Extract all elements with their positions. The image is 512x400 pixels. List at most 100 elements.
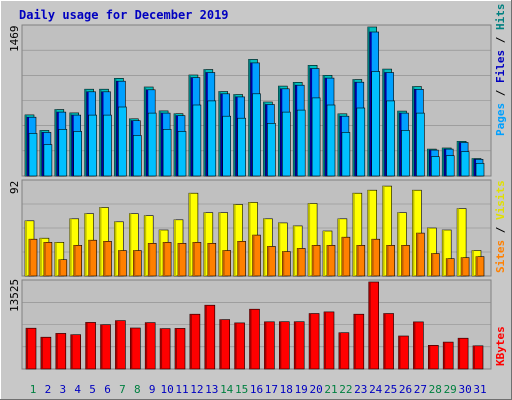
legend-pages: Pages bbox=[494, 103, 507, 136]
kbytes-bar-shade bbox=[413, 321, 416, 369]
hits-bar-shade bbox=[114, 78, 117, 176]
files-bar-shade bbox=[161, 113, 164, 176]
visits-bar-shade bbox=[367, 190, 370, 276]
day-label: 25 bbox=[384, 383, 397, 396]
hits-bar-shade bbox=[472, 158, 474, 176]
sites-bar-shade bbox=[312, 245, 315, 276]
visits-bar-shade bbox=[84, 213, 87, 276]
visits-bar-shade bbox=[144, 215, 147, 276]
sites-bar-shade bbox=[192, 242, 195, 276]
sites-bar-shade bbox=[341, 237, 344, 276]
sites-bar-shade bbox=[118, 250, 121, 276]
files-bar-shade bbox=[295, 85, 298, 176]
hits-bar-shade bbox=[367, 27, 370, 176]
visits-bar-shade bbox=[174, 219, 176, 276]
kbytes-bar-shade bbox=[234, 322, 237, 369]
day-label: 24 bbox=[369, 383, 383, 396]
kbytes-bar-shade bbox=[368, 282, 371, 369]
sites-bar-shade bbox=[252, 235, 255, 276]
svg-text:Sites / Visits: Sites / Visits bbox=[494, 180, 507, 273]
panel-hits-ymax-label: 1469 bbox=[8, 26, 21, 53]
files-bar-shade bbox=[205, 72, 208, 176]
hits-bar-shade bbox=[233, 94, 236, 176]
pages-bar bbox=[237, 117, 246, 177]
sites-bar-shade bbox=[237, 241, 240, 276]
day-label: 14 bbox=[220, 383, 234, 396]
visits-bar-shade bbox=[203, 212, 206, 276]
files-bar-shade bbox=[310, 68, 313, 176]
visits-bar-shade bbox=[337, 218, 340, 276]
sites-bar-shade bbox=[103, 241, 106, 276]
sites-bar-shade bbox=[371, 239, 374, 276]
files-bar-shade bbox=[27, 117, 29, 176]
sites-bar-shade bbox=[73, 245, 76, 276]
pages-bar bbox=[281, 111, 291, 177]
panel-kbytes: 13525 KBytes bbox=[8, 279, 507, 370]
pages-bar bbox=[118, 106, 127, 177]
kbytes-bar-shade bbox=[100, 324, 103, 369]
hits-bar-shade bbox=[248, 59, 251, 176]
day-label: 13 bbox=[205, 383, 218, 396]
kbytes-bar-shade bbox=[398, 336, 401, 369]
files-bar-shade bbox=[116, 81, 119, 176]
visits-bar-shade bbox=[159, 230, 162, 276]
visits-bar-shade bbox=[442, 230, 445, 276]
hits-bar-shade bbox=[203, 69, 206, 176]
pages-bar bbox=[296, 109, 306, 177]
pages-bar bbox=[73, 131, 82, 177]
sites-bar-shade bbox=[416, 233, 419, 276]
files-bar-shade bbox=[176, 115, 178, 176]
visits-bar-shade bbox=[397, 212, 400, 276]
files-bar-shade bbox=[41, 132, 44, 176]
kbytes-bar-shade bbox=[130, 328, 133, 369]
kbytes-bar-shade bbox=[338, 332, 341, 369]
pages-bar bbox=[177, 131, 187, 177]
visits-bar-shade bbox=[129, 213, 132, 276]
kbytes-bar-shade bbox=[383, 313, 386, 369]
legend-files: Files bbox=[494, 50, 507, 83]
pages-bar bbox=[147, 112, 157, 177]
hits-bar-shade bbox=[352, 79, 355, 176]
day-label: 26 bbox=[399, 383, 412, 396]
hits-bar-shade bbox=[174, 113, 176, 176]
hits-bar-shade bbox=[144, 87, 147, 176]
hits-bar-shade bbox=[69, 112, 72, 176]
pages-bar bbox=[401, 130, 410, 177]
sites-bar-shade bbox=[356, 245, 359, 276]
files-bar-shade bbox=[444, 149, 447, 176]
sites-bar-shade bbox=[476, 256, 478, 276]
kbytes-bar-shade bbox=[55, 333, 58, 369]
sites-bar-shade bbox=[431, 253, 434, 276]
visits-bar-shade bbox=[25, 220, 27, 276]
pages-bar bbox=[326, 104, 336, 177]
pages-bar bbox=[252, 93, 261, 177]
day-label: 18 bbox=[280, 383, 293, 396]
sites-bar-shade bbox=[163, 242, 166, 276]
files-bar-shade bbox=[459, 142, 462, 176]
kbytes-bar-shade bbox=[85, 322, 88, 369]
pages-bar bbox=[460, 151, 470, 177]
visits-bar-shade bbox=[69, 218, 72, 276]
visits-bar-shade bbox=[263, 218, 266, 276]
files-bar-shade bbox=[86, 91, 89, 176]
legend-kbytes: KBytes bbox=[494, 326, 507, 366]
hits-bar-shade bbox=[397, 111, 400, 176]
hits-bar-shade bbox=[263, 102, 266, 176]
visits-bar-shade bbox=[472, 250, 474, 276]
files-bar-shade bbox=[369, 32, 372, 176]
svg-text:Pages / Files / Hits: Pages / Files / Hits bbox=[494, 4, 507, 137]
pages-bar bbox=[430, 156, 440, 177]
pages-bar bbox=[356, 107, 366, 177]
pages-bar bbox=[28, 133, 38, 177]
kbytes-bar-shade bbox=[279, 321, 282, 369]
kbytes-bar-shade bbox=[219, 319, 222, 369]
sites-bar-shade bbox=[58, 259, 61, 276]
visits-bar-shade bbox=[218, 212, 221, 276]
kbytes-bar-shade bbox=[115, 320, 118, 369]
visits-bar-shade bbox=[412, 190, 415, 276]
files-bar-shade bbox=[71, 115, 74, 176]
sites-bar-shade bbox=[297, 248, 300, 276]
day-label: 12 bbox=[190, 383, 203, 396]
files-bar-shade bbox=[56, 112, 59, 176]
visits-bar-shade bbox=[54, 242, 57, 276]
